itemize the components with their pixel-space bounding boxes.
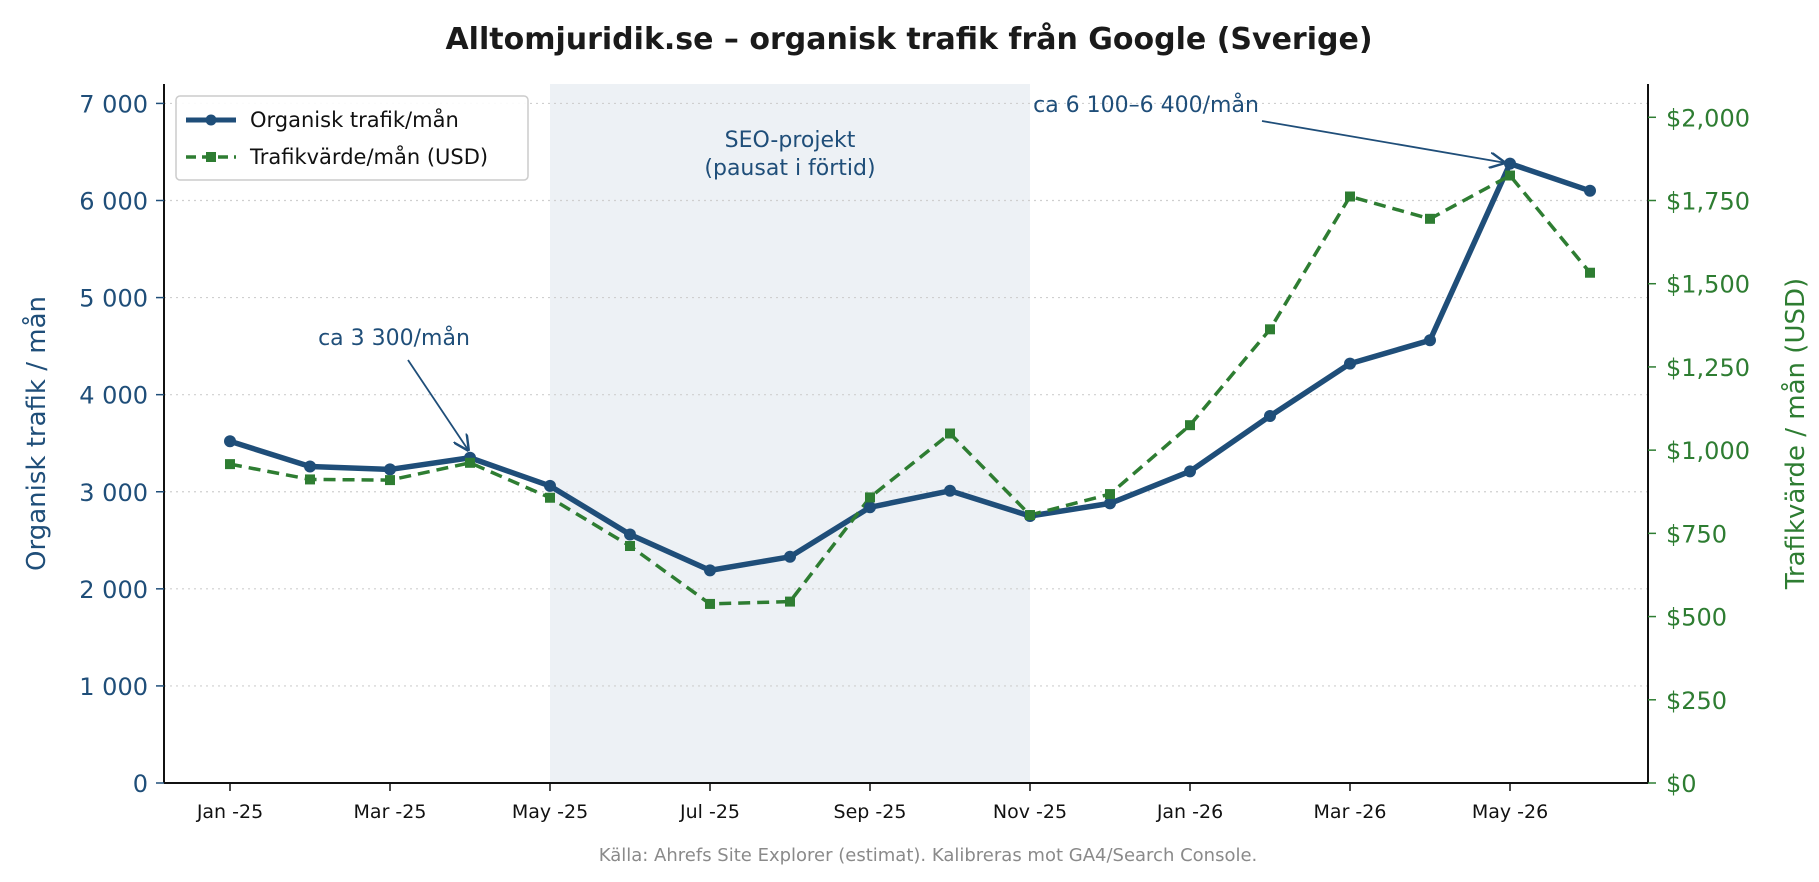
traffic-point — [704, 564, 716, 577]
legend-marker-traffic — [205, 114, 217, 126]
y-tick-label-right: $750 — [1666, 520, 1727, 548]
traffic-point — [944, 484, 956, 497]
y-tick-label-right: $250 — [1666, 687, 1727, 715]
traffic-series-line — [229, 160, 1591, 574]
legend-marker-value — [206, 152, 216, 162]
y-tick-label-right: $0 — [1666, 770, 1697, 798]
y-tick-label-left: 2 000 — [79, 576, 148, 604]
traffic-point — [1184, 465, 1196, 478]
value-point — [385, 475, 395, 486]
x-tick-label: Nov -25 — [993, 801, 1067, 823]
value-point — [785, 596, 795, 607]
tick-labels: 0 1 000 2 000 3 000 4 000 5 000 6 000 7 000 $0 $2… — [79, 90, 1750, 823]
x-tick-label: Mar -25 — [354, 801, 427, 823]
y-tick-label-left: 0 — [133, 770, 148, 798]
y-tick-label-left: 3 000 — [79, 479, 148, 507]
axes — [156, 84, 1656, 791]
value-point — [865, 492, 875, 503]
x-tick-label: May -25 — [512, 801, 588, 823]
y-tick-label-right: $1,750 — [1666, 188, 1750, 216]
annotation-arrow-start — [407, 359, 468, 450]
value-point — [1345, 191, 1355, 202]
x-tick-label: Jan -26 — [1156, 801, 1223, 823]
value-point — [305, 474, 315, 485]
y-tick-label-right: $2,000 — [1666, 104, 1750, 132]
traffic-point — [1424, 334, 1436, 347]
value-point — [625, 541, 635, 552]
traffic-point — [544, 479, 556, 492]
traffic-point — [224, 435, 236, 448]
value-point — [1185, 420, 1195, 431]
y-tick-label-right: $1,500 — [1666, 271, 1750, 299]
seo-project-shaded-region — [550, 84, 1030, 783]
x-tick-label: Jan -25 — [196, 801, 263, 823]
legend-label-value: Trafikvärde/mån (USD) — [249, 144, 488, 169]
traffic-point — [1344, 357, 1356, 370]
value-series-line — [229, 173, 1592, 606]
x-tick-label: Sep -25 — [834, 801, 907, 823]
y-tick-label-left: 6 000 — [79, 188, 148, 216]
traffic-point — [624, 528, 636, 541]
traffic-point — [1504, 157, 1516, 170]
y-axis-label-left: Organisk trafik / mån — [21, 296, 52, 571]
legend-label-traffic: Organisk trafik/mån — [250, 107, 459, 132]
source-note: Källa: Ahrefs Site Explorer (estimat). K… — [599, 845, 1258, 866]
seo-project-sublabel: (pausat i förtid) — [704, 156, 875, 181]
seo-project-label: SEO-projekt — [725, 128, 856, 153]
y-tick-label-left: 7 000 — [79, 90, 148, 118]
traffic-point — [1584, 184, 1596, 197]
value-point — [1265, 324, 1275, 335]
y-tick-label-left: 5 000 — [79, 285, 148, 313]
y-tick-label-right: $500 — [1666, 604, 1727, 632]
value-point — [705, 598, 715, 609]
annotation-label-peak: ca 6 100–6 400/mån — [1033, 92, 1259, 118]
traffic-point — [1104, 497, 1116, 510]
traffic-point — [384, 463, 396, 476]
value-point — [225, 459, 235, 470]
annotations: ca 3 300/mån ca 6 100–6 400/mån — [318, 92, 1504, 450]
value-point — [1585, 267, 1595, 278]
value-point — [465, 457, 475, 468]
value-point — [1425, 213, 1435, 224]
series-markers — [224, 157, 1596, 609]
value-point — [1505, 170, 1515, 181]
traffic-point — [864, 501, 876, 514]
legend-box — [175, 95, 529, 181]
y-tick-label-left: 1 000 — [79, 673, 148, 701]
annotation-arrow-peak — [1261, 120, 1504, 163]
series-lines — [229, 160, 1592, 606]
traffic-point — [304, 460, 316, 473]
value-point — [1025, 510, 1035, 521]
x-tick-label: May -26 — [1472, 801, 1548, 823]
value-point — [1105, 489, 1115, 500]
traffic-point — [1264, 410, 1276, 423]
x-tick-label: Mar -26 — [1314, 801, 1387, 823]
x-tick-label: Jul -25 — [679, 801, 740, 823]
value-point — [545, 492, 555, 503]
y-tick-label-left: 4 000 — [79, 382, 148, 410]
annotation-label-start: ca 3 300/mån — [318, 325, 470, 351]
legend: Organisk trafik/mån Trafikvärde/mån (USD… — [175, 95, 529, 181]
traffic-point — [784, 550, 796, 563]
value-point — [945, 428, 955, 439]
chart-title: Alltomjuridik.se – organisk trafik från … — [445, 21, 1372, 57]
y-tick-label-right: $1,250 — [1666, 354, 1750, 382]
y-tick-label-right: $1,000 — [1666, 437, 1750, 465]
y-axis-label-right: Trafikvärde / mån (USD) — [1780, 278, 1811, 590]
